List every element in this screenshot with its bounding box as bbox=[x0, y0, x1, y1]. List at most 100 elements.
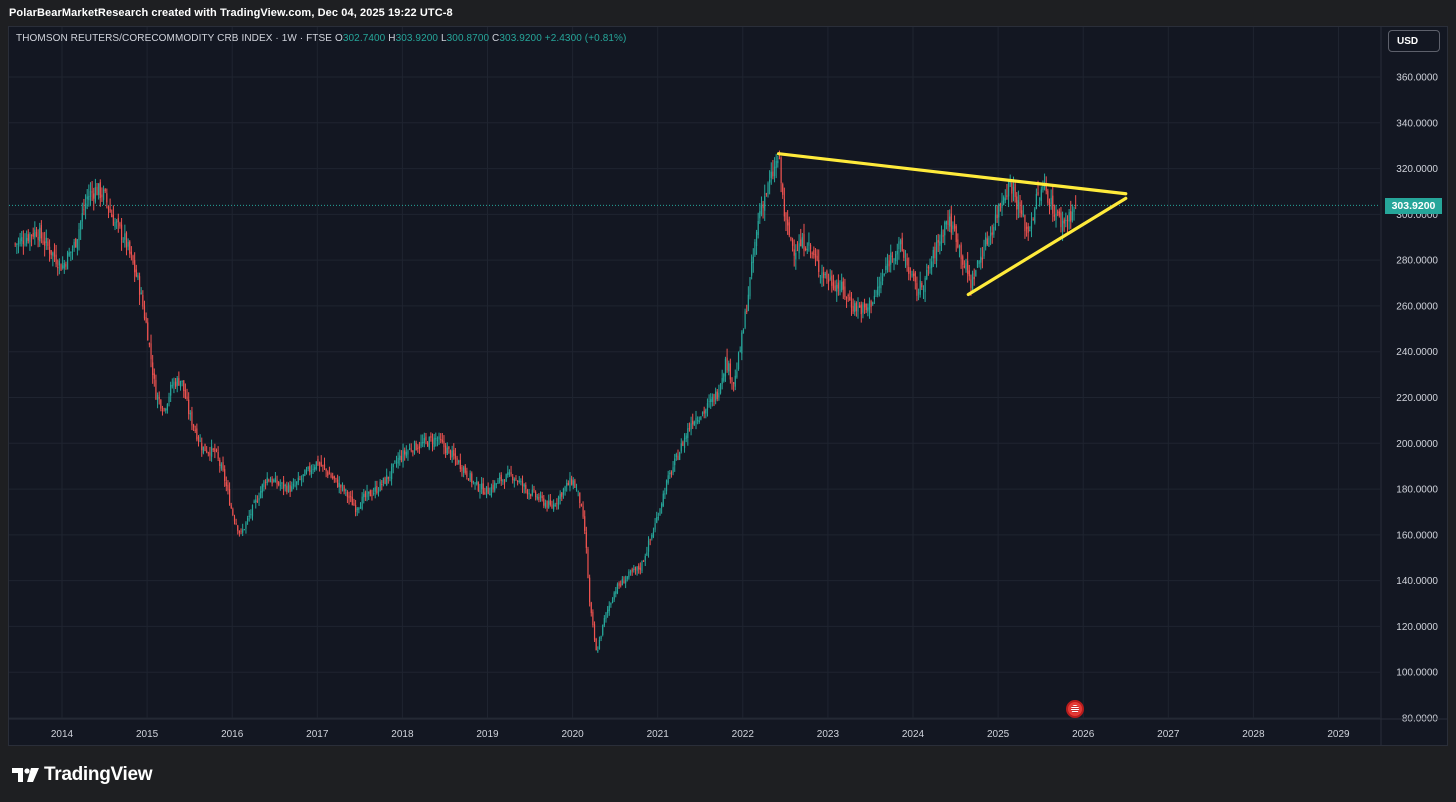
tradingview-brand[interactable]: TradingView bbox=[12, 764, 153, 786]
candle-body bbox=[1055, 213, 1057, 221]
candle-body bbox=[35, 232, 38, 237]
y-tick-label: 120.0000 bbox=[1396, 622, 1438, 633]
candle-body bbox=[783, 198, 785, 217]
candle-body bbox=[602, 624, 604, 636]
candle-body bbox=[880, 281, 882, 289]
candle-body bbox=[143, 306, 146, 319]
symbol-legend[interactable]: THOMSON REUTERS/CORECOMMODITY CRB INDEX … bbox=[16, 33, 626, 44]
candle-body bbox=[1048, 202, 1051, 208]
candle-body bbox=[1001, 200, 1003, 209]
candle-body bbox=[908, 267, 910, 275]
candles bbox=[14, 150, 1077, 653]
candle-body bbox=[395, 462, 398, 464]
candle-body bbox=[335, 477, 337, 479]
x-tick-label: 2022 bbox=[732, 729, 755, 740]
candle-body bbox=[962, 256, 964, 265]
candle-body bbox=[422, 441, 424, 444]
candle-body bbox=[607, 609, 609, 614]
candle-body bbox=[559, 493, 561, 499]
candle-body bbox=[392, 463, 394, 468]
candle-body bbox=[677, 455, 679, 460]
candle-body bbox=[34, 229, 36, 238]
candle-body bbox=[238, 530, 241, 533]
candle-body bbox=[399, 455, 401, 461]
candle-body bbox=[523, 484, 525, 487]
candle-body bbox=[644, 555, 646, 561]
candle-body bbox=[823, 272, 825, 278]
candle-body bbox=[829, 277, 831, 279]
candle-body bbox=[597, 650, 599, 652]
candle-body bbox=[1060, 212, 1062, 228]
candle-body bbox=[672, 467, 674, 473]
candle-body bbox=[751, 261, 753, 276]
candle-body bbox=[420, 441, 422, 447]
candle-body bbox=[1057, 211, 1059, 213]
candle-body bbox=[921, 283, 923, 288]
candle-body bbox=[359, 506, 362, 509]
candle-body bbox=[101, 194, 103, 198]
candle-body bbox=[201, 443, 203, 451]
candle-body bbox=[963, 265, 965, 268]
candle-body bbox=[996, 214, 998, 219]
candle-body bbox=[274, 477, 277, 483]
candle-body bbox=[112, 215, 114, 226]
candle-body bbox=[765, 193, 767, 195]
candle-body bbox=[837, 282, 839, 289]
candle-body bbox=[587, 549, 589, 578]
candle-body bbox=[430, 436, 432, 438]
candle-body bbox=[122, 240, 124, 242]
us-flag-icon[interactable] bbox=[1066, 700, 1084, 718]
candle-body bbox=[811, 252, 813, 254]
candle-body bbox=[651, 534, 653, 539]
candle-body bbox=[762, 204, 764, 209]
candle-body bbox=[942, 235, 944, 237]
candle-body bbox=[497, 479, 499, 484]
candle-body bbox=[593, 624, 596, 640]
candle-body bbox=[1034, 208, 1036, 223]
candle-body bbox=[945, 220, 947, 225]
x-tick-label: 2023 bbox=[817, 729, 840, 740]
candle-body bbox=[860, 304, 862, 315]
candle-body bbox=[228, 488, 231, 506]
candle-body bbox=[176, 377, 178, 386]
change-value: +2.4300 (+0.81%) bbox=[544, 33, 627, 44]
candle-body bbox=[685, 435, 687, 439]
candle-body bbox=[248, 515, 250, 517]
candle-body bbox=[538, 497, 540, 500]
trendline[interactable] bbox=[776, 152, 1128, 196]
candle-body bbox=[366, 491, 368, 498]
candle-body bbox=[364, 492, 367, 497]
candle-body bbox=[89, 191, 92, 197]
candle-body bbox=[767, 183, 769, 194]
candle-body bbox=[548, 501, 550, 508]
candle-body bbox=[940, 231, 943, 244]
currency-button[interactable]: USD bbox=[1388, 30, 1440, 52]
trendline[interactable] bbox=[966, 196, 1128, 297]
candle-body bbox=[317, 458, 319, 465]
candle-body bbox=[715, 391, 717, 401]
candle-body bbox=[1017, 200, 1019, 210]
candle-body bbox=[626, 576, 628, 580]
candle-body bbox=[976, 260, 979, 268]
candle-body bbox=[459, 459, 461, 469]
candle-body bbox=[235, 523, 237, 524]
candle-body bbox=[852, 306, 854, 312]
candle-body bbox=[320, 461, 322, 467]
x-tick-label: 2020 bbox=[561, 729, 584, 740]
candle-body bbox=[881, 276, 884, 282]
candle-body bbox=[682, 442, 684, 446]
candle-body bbox=[332, 476, 334, 479]
x-tick-label: 2016 bbox=[221, 729, 244, 740]
candle-body bbox=[603, 618, 605, 626]
candle-body bbox=[994, 215, 997, 224]
candle-body bbox=[980, 256, 982, 263]
y-tick-label: 180.0000 bbox=[1396, 485, 1438, 496]
candle-body bbox=[890, 252, 892, 265]
candle-body bbox=[178, 378, 180, 386]
candle-body bbox=[621, 579, 623, 585]
candle-body bbox=[271, 478, 273, 484]
candle-body bbox=[567, 483, 569, 486]
candle-body bbox=[204, 443, 206, 452]
candle-body bbox=[381, 484, 383, 485]
